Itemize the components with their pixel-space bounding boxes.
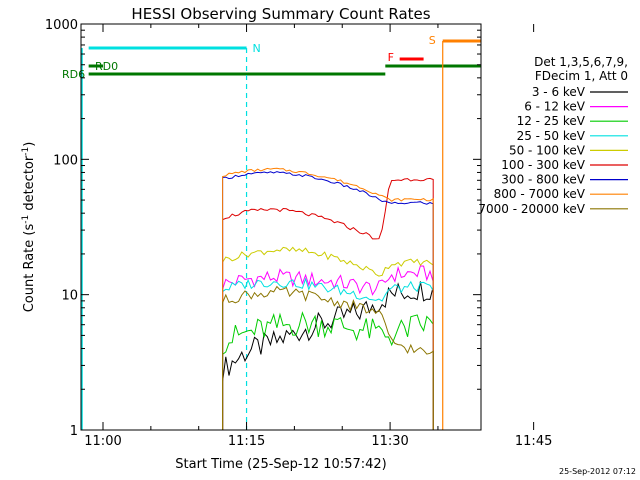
night-flag-label: N (253, 42, 261, 55)
plot-frame (80, 23, 482, 431)
legend-label: 300 - 800 keV (501, 173, 585, 187)
legend-label: 12 - 25 keV (517, 114, 586, 128)
footer-date: 25-Sep-2012 07:12 (559, 467, 636, 476)
series-8 (222, 167, 434, 430)
x-tick-label: 11:00 (84, 434, 121, 449)
series-9 (222, 285, 434, 430)
series-1 (222, 281, 434, 430)
legend-label: 25 - 50 keV (517, 129, 586, 143)
legend: Det 1,3,5,6,7,9, FDecim 1, Att 0 3 - 6 k… (478, 55, 628, 216)
y-tick-label: 10 (61, 289, 78, 304)
series-line (222, 265, 434, 430)
legend-label: 6 - 12 keV (524, 100, 586, 114)
x-tick-label: 11:15 (228, 434, 265, 449)
legend-header-line-2: FDecim 1, Att 0 (535, 69, 628, 83)
plot-area: N S F RD0 RD6 (62, 34, 481, 430)
legend-label: 800 - 7000 keV (494, 187, 586, 201)
series-7 (222, 171, 434, 430)
y-tick-label: 100 (53, 153, 78, 168)
saa-flag-label: S (429, 34, 436, 47)
legend-label: 100 - 300 keV (501, 158, 585, 172)
series-line (222, 177, 434, 430)
x-tick-label: 11:30 (371, 434, 408, 449)
series-line (222, 167, 434, 430)
y-tick-label: 1000 (45, 18, 78, 33)
series-6 (222, 177, 434, 430)
legend-label: 3 - 6 keV (532, 85, 586, 99)
series-line (222, 285, 434, 430)
y-axis-label: Count Rate (s-1 detector-1) (21, 142, 37, 313)
series-4 (222, 277, 434, 430)
series-3 (222, 311, 434, 430)
series-line (222, 311, 434, 430)
series-line (222, 171, 434, 430)
series-5 (222, 246, 434, 430)
legend-label: 7000 - 20000 keV (478, 202, 585, 216)
x-tick-label: 11:45 (515, 434, 552, 449)
rd6-flag-label: RD6 (62, 68, 85, 81)
x-axis-label: Start Time (25-Sep-12 10:57:42) (175, 457, 386, 472)
legend-label: 50 - 100 keV (509, 143, 586, 157)
legend-header-line-1: Det 1,3,5,6,7,9, (534, 55, 628, 69)
y-tick-label: 1 (70, 424, 78, 439)
series-line (222, 246, 434, 430)
axes: 11:0011:1511:3011:4512:0012:1512:3011010… (45, 18, 552, 449)
flare-flag-label: F (388, 51, 394, 64)
series-line (222, 277, 434, 430)
series-line (222, 281, 434, 430)
chart-title: HESSI Observing Summary Count Rates (131, 5, 430, 23)
rd0-flag-label: RD0 (95, 60, 118, 73)
